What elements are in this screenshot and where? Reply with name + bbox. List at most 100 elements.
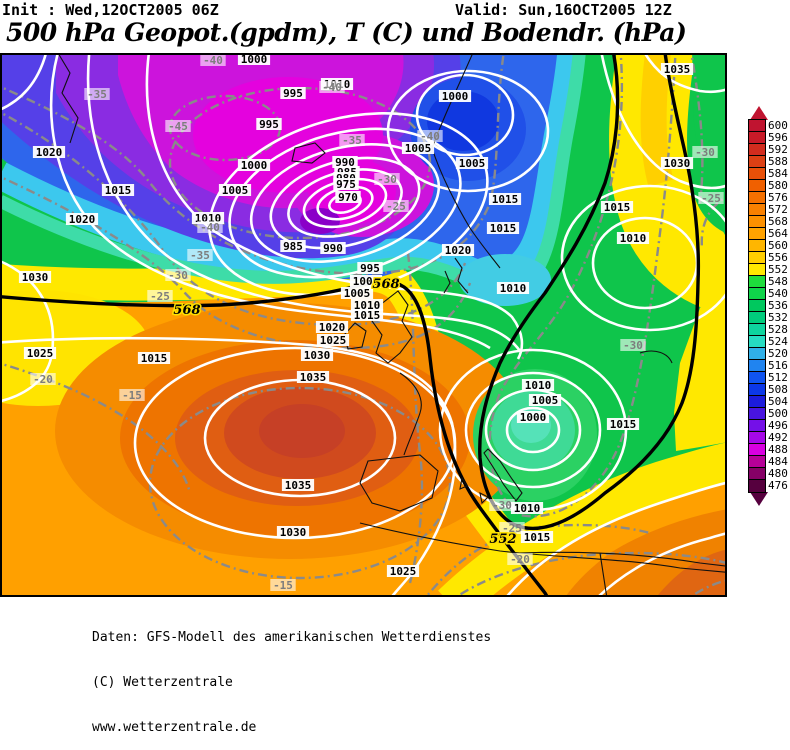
colorbar-value: 520 xyxy=(768,347,788,360)
svg-text:1015: 1015 xyxy=(604,201,631,214)
temperature-label: -30 xyxy=(489,499,515,512)
isobar-label: 1005 xyxy=(340,287,374,300)
footer-source: Daten: GFS-Modell des amerikanischen Wet… xyxy=(92,630,492,645)
svg-text:-25: -25 xyxy=(701,192,721,205)
svg-text:-25: -25 xyxy=(386,200,406,213)
isobar-label: 1015 xyxy=(137,352,171,365)
temperature-label: -40 xyxy=(197,221,223,234)
svg-text:-30: -30 xyxy=(623,339,643,352)
isobar-label: 1035 xyxy=(660,63,694,76)
svg-text:1000: 1000 xyxy=(241,53,268,66)
svg-text:1015: 1015 xyxy=(354,309,381,322)
temperature-label: -15 xyxy=(119,389,145,402)
map-border xyxy=(0,53,727,597)
isobar-label: 995 xyxy=(256,118,282,131)
isobar-label: 1005 xyxy=(528,394,562,407)
svg-text:1015: 1015 xyxy=(490,222,517,235)
isobar-label: 1035 xyxy=(296,371,330,384)
colorbar-value: 560 xyxy=(768,239,788,252)
colorbar-entry: 528 xyxy=(748,322,790,337)
svg-text:1020: 1020 xyxy=(69,213,96,226)
isobar-label: 1030 xyxy=(300,349,334,362)
weather-map: 1000101099599510201015100010051020101099… xyxy=(0,39,745,620)
isobar-label: 1025 xyxy=(386,565,420,578)
isobar-label: 1000 xyxy=(237,53,271,66)
svg-text:1020: 1020 xyxy=(445,244,472,257)
colorbar-value: 540 xyxy=(768,287,788,300)
colorbar-value: 484 xyxy=(768,455,788,468)
svg-text:1010: 1010 xyxy=(500,282,527,295)
svg-text:-30: -30 xyxy=(492,499,512,512)
colorbar-value: 552 xyxy=(768,263,788,276)
svg-text:1035: 1035 xyxy=(664,63,691,76)
svg-text:1010: 1010 xyxy=(525,379,552,392)
isobar-label: 1020 xyxy=(315,321,349,334)
isobar-label: 990 xyxy=(332,156,358,169)
isobar-label: 1020 xyxy=(32,146,66,159)
svg-text:970: 970 xyxy=(338,191,358,204)
svg-text:995: 995 xyxy=(259,118,279,131)
svg-text:990: 990 xyxy=(335,156,355,169)
svg-text:1005: 1005 xyxy=(532,394,559,407)
isobar-label: 1015 xyxy=(606,418,640,431)
isobar-label: 1030 xyxy=(18,271,52,284)
isobar-label: 1025 xyxy=(23,347,57,360)
colorbar-rows: 600 596 592 588 584 580 576 572 568 564 560 556 552 5… xyxy=(748,118,790,493)
svg-text:568: 568 xyxy=(372,277,399,292)
isobar-label: 1000 xyxy=(349,275,383,288)
colorbar-value: 548 xyxy=(768,275,788,288)
colorbar-value: 572 xyxy=(768,203,788,216)
temperature-label: -40 xyxy=(417,130,443,143)
svg-text:-35: -35 xyxy=(190,249,210,262)
isobar-label: 1035 xyxy=(281,479,315,492)
colorbar-value: 512 xyxy=(768,371,788,384)
isobar-label: 1015 xyxy=(488,193,522,206)
svg-text:-25: -25 xyxy=(502,522,522,535)
svg-text:-30: -30 xyxy=(377,173,397,186)
isobar-label: 1030 xyxy=(276,526,310,539)
weather-map-canvas: 1000101099599510201015100010051020101099… xyxy=(0,39,745,620)
footer-url: www.wetterzentrale.de xyxy=(92,720,257,735)
svg-text:1015: 1015 xyxy=(610,418,637,431)
colorbar-value: 592 xyxy=(768,143,788,156)
temperature-label: -30 xyxy=(620,339,646,352)
svg-text:1025: 1025 xyxy=(390,565,417,578)
svg-text:1030: 1030 xyxy=(664,157,691,170)
temperature-label: -35 xyxy=(84,88,110,101)
colorbar-entry: 508 xyxy=(748,382,790,397)
svg-text:1020: 1020 xyxy=(36,146,63,159)
colorbar-value: 504 xyxy=(768,395,788,408)
colorbar-value: 564 xyxy=(768,227,788,240)
colorbar-value: 488 xyxy=(768,443,788,456)
colorbar-entry: 540 xyxy=(748,286,790,301)
colorbar-value: 528 xyxy=(768,323,788,336)
svg-text:1025: 1025 xyxy=(27,347,54,360)
isobar-label: 1025 xyxy=(316,334,350,347)
colorbar-value: 516 xyxy=(768,359,788,372)
svg-text:1015: 1015 xyxy=(141,352,168,365)
temperature-label: -20 xyxy=(507,553,533,566)
temperature-label: -40 xyxy=(319,81,345,94)
isobar-label: 1015 xyxy=(600,201,634,214)
colorbar-value: 532 xyxy=(768,311,788,324)
colorbar-value: 568 xyxy=(768,215,788,228)
colorbar-entry: 588 xyxy=(748,154,790,169)
valid-time-label: Valid: Sun,16OCT2005 12Z xyxy=(455,1,672,19)
svg-text:1015: 1015 xyxy=(524,531,551,544)
footer-copyright: (C) Wetterzentrale xyxy=(92,675,233,690)
colorbar-value: 596 xyxy=(768,131,788,144)
svg-text:1000: 1000 xyxy=(353,275,380,288)
temperature-label: -25 xyxy=(698,192,724,205)
svg-text:-40: -40 xyxy=(420,130,440,143)
isobar-label: 1030 xyxy=(660,157,694,170)
svg-text:1010: 1010 xyxy=(354,299,381,312)
temperature-label: -40 xyxy=(200,54,226,67)
isobar-label: 1010 xyxy=(350,299,384,312)
svg-text:-35: -35 xyxy=(87,88,107,101)
isobar-label: 1015 xyxy=(350,309,384,322)
temperature-label: -25 xyxy=(147,290,173,303)
weather-chart-page: { "header": { "init": "Init : Wed,12OCT2… xyxy=(0,1,790,735)
svg-text:1035: 1035 xyxy=(285,479,312,492)
svg-text:-40: -40 xyxy=(203,54,223,67)
isobar-label: 1000 xyxy=(516,411,550,424)
